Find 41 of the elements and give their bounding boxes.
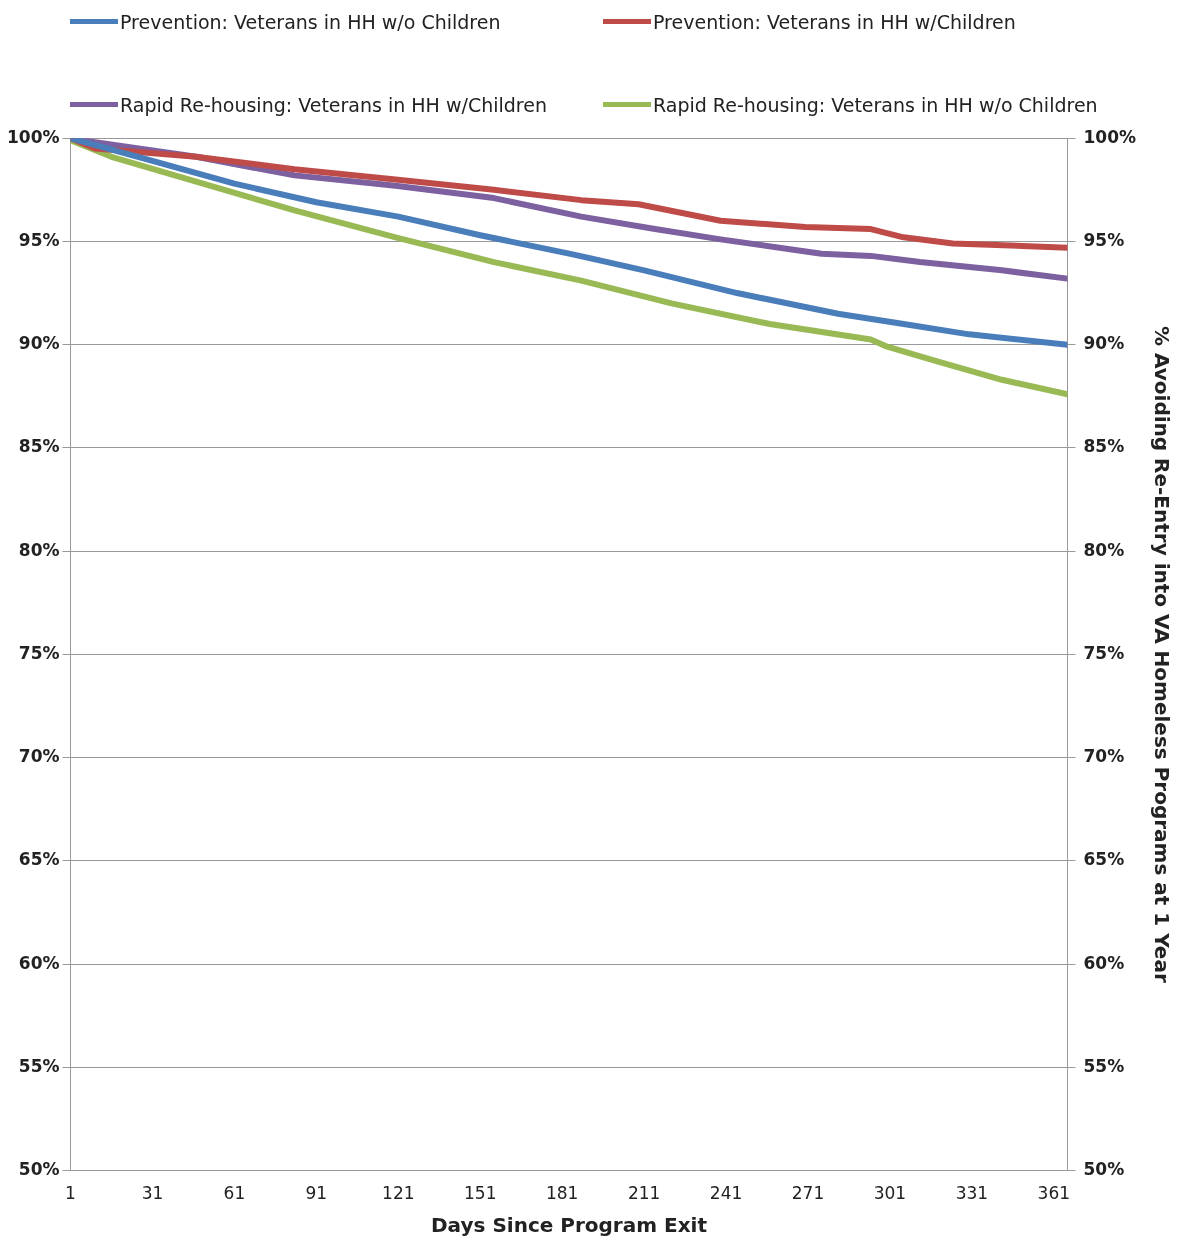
x-tick-label: 151 xyxy=(464,1183,497,1204)
y2-tick-label: 75% xyxy=(1083,642,1125,663)
y-tick-label: 100% xyxy=(6,126,60,147)
x-tick-label: 121 xyxy=(382,1183,415,1204)
legend-label: Rapid Re-housing: Veterans in HH w/Children xyxy=(120,93,547,116)
y2-tick-label: 80% xyxy=(1083,539,1125,560)
legend-label: Rapid Re-housing: Veterans in HH w/o Children xyxy=(653,93,1098,116)
legend-label: Prevention: Veterans in HH w/o Children xyxy=(120,10,501,33)
y2-tick-label: 100% xyxy=(1083,126,1137,147)
y-tick-label: 50% xyxy=(18,1159,60,1180)
y-tick-label: 55% xyxy=(18,1055,60,1076)
x-tick-label: 31 xyxy=(141,1183,164,1204)
y2-tick-label: 85% xyxy=(1083,436,1125,457)
y2-tick-label: 55% xyxy=(1083,1055,1125,1076)
y-tick-label: 90% xyxy=(18,333,60,354)
x-tick-label: 61 xyxy=(223,1183,246,1204)
x-tick-label: 241 xyxy=(709,1183,743,1204)
x-tick-label: 91 xyxy=(305,1183,328,1204)
y2-axis-title: % Avoiding Re-Entry into VA Homeless Programs at 1 Year xyxy=(1149,326,1174,983)
y2-tick-label: 95% xyxy=(1083,229,1125,250)
y-tick-label: 70% xyxy=(18,746,60,767)
x-tick-label: 361 xyxy=(1037,1183,1071,1204)
y2-tick-label: 70% xyxy=(1083,746,1125,767)
y-tick-label: 80% xyxy=(18,539,60,560)
x-tick-label: 1 xyxy=(65,1183,76,1204)
x-tick-label: 331 xyxy=(955,1183,989,1204)
x-tick-label: 301 xyxy=(873,1183,907,1204)
y-tick-label: 95% xyxy=(18,229,60,250)
y-tick-label: 65% xyxy=(18,849,60,870)
y2-tick-label: 60% xyxy=(1083,952,1125,973)
x-tick-label: 181 xyxy=(545,1183,579,1204)
y2-tick-label: 65% xyxy=(1083,849,1125,870)
x-axis-title: Days Since Program Exit xyxy=(431,1213,708,1238)
x-tick-label: 271 xyxy=(791,1183,825,1204)
y-tick-label: 60% xyxy=(18,952,60,973)
y-tick-label: 85% xyxy=(18,436,60,457)
y2-tick-label: 50% xyxy=(1083,1159,1125,1180)
x-tick-label: 211 xyxy=(627,1183,661,1204)
y-tick-label: 75% xyxy=(18,642,60,663)
y2-tick-label: 90% xyxy=(1083,333,1125,354)
legend-label: Prevention: Veterans in HH w/Children xyxy=(653,10,1016,33)
